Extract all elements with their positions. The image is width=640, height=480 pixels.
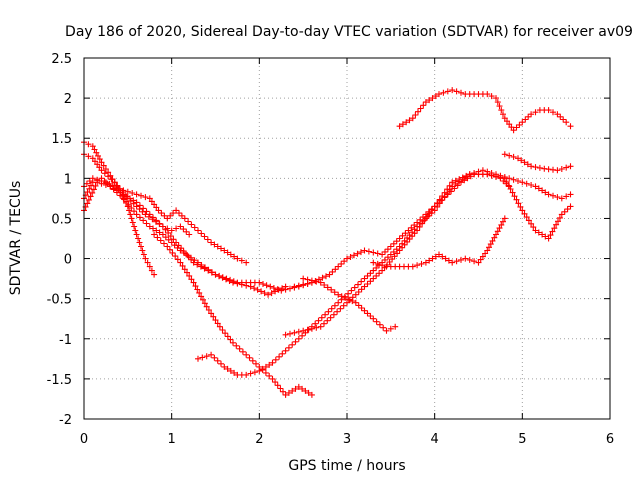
series-arc-2 [81,175,250,266]
series-arc-4 [81,179,289,298]
data-point-markers [370,215,508,270]
axis-ticks: 0 1 2 3 4 5 6 -2 -1.5 -1 -0.5 0 0.5 1 1.5 2 2.5 [47,52,615,447]
data-point-markers [151,231,315,398]
y-tick-label: 2.5 [51,52,72,67]
data-point-markers [81,175,250,266]
y-tick-label: 1.5 [51,132,72,147]
y-tick-label: 0.5 [51,212,72,227]
y-tick-label: -0.5 [47,293,72,308]
series-arc-13 [501,151,574,174]
data-points [81,87,574,398]
series-arc-7 [195,171,574,378]
x-tick-label: 4 [431,432,439,447]
y-tick-label: 0 [64,253,72,268]
y-tick-label: 2 [64,92,72,107]
x-tick-label: 5 [518,432,526,447]
data-point-markers [501,151,574,174]
chart-title: Day 186 of 2020, Sidereal Day-to-day VTE… [65,24,633,40]
x-tick-label: 1 [168,432,176,447]
data-point-markers [396,87,574,134]
y-axis-label: SDTVAR / TECUs [8,181,24,296]
series-arc-9 [291,171,513,290]
series-arc-3 [81,151,315,294]
data-point-markers [195,171,574,378]
data-point-markers [291,171,513,290]
series-arc-6 [151,231,315,398]
x-tick-label: 6 [606,432,614,447]
y-tick-label: -1.5 [47,373,72,388]
y-tick-label: 1 [64,172,72,187]
x-tick-label: 2 [255,432,263,447]
x-tick-label: 0 [80,432,88,447]
x-tick-label: 3 [343,432,351,447]
x-axis-label: GPS time / hours [288,458,405,474]
y-tick-label: -2 [59,413,72,428]
data-point-markers [300,275,399,334]
data-point-markers [81,151,315,294]
data-point-markers [81,179,289,298]
series-arc-11 [370,215,508,270]
y-tick-label: -1 [59,333,72,348]
series-arc-12 [396,87,574,134]
grid [84,58,610,419]
series-arc-10 [300,275,399,334]
